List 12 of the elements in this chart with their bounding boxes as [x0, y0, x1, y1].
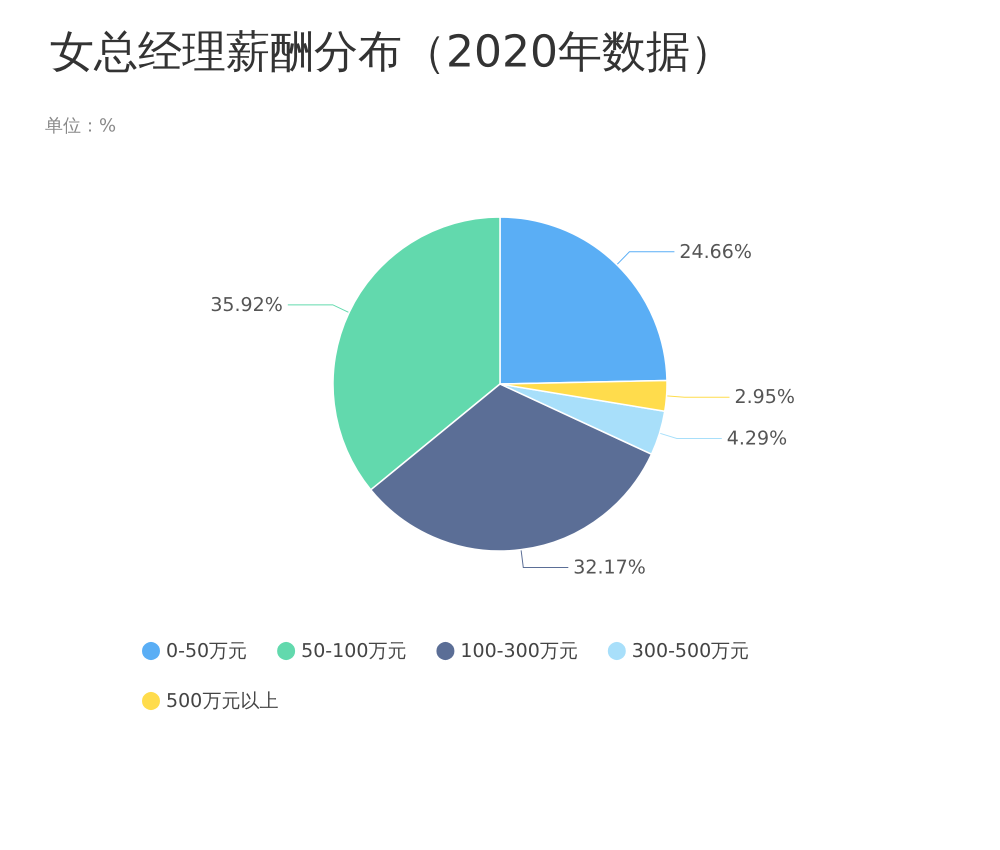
data-label: 35.92% [210, 294, 283, 316]
legend-label: 50-100万元 [301, 640, 406, 662]
legend-label: 300-500万元 [632, 640, 750, 662]
data-label: 4.29% [726, 427, 788, 450]
legend-label: 100-300万元 [460, 640, 578, 662]
chart-title: 女总经理薪酬分布（2020年数据） [50, 26, 734, 78]
chart-subtitle: 单位：% [45, 116, 116, 136]
legend-label: 0-50万元 [166, 640, 248, 662]
data-label: 24.66% [679, 240, 752, 263]
legend-label: 500万元以上 [166, 690, 278, 712]
data-label: 32.17% [573, 556, 646, 579]
data-label: 2.95% [734, 386, 795, 408]
